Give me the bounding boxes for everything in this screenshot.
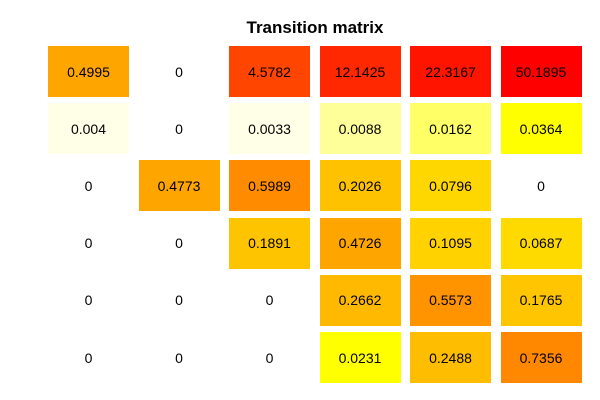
heatmap-cell: 0.0033 <box>229 103 310 155</box>
heatmap-cell: 50.1895 <box>500 46 582 97</box>
heatmap-cell: 0 <box>138 332 220 383</box>
heatmap-cell: 0.1891 <box>229 217 310 269</box>
heatmap-cell: 0.4726 <box>319 217 401 269</box>
heatmap-cell: 0 <box>48 160 129 212</box>
heatmap-cell: 22.3167 <box>410 46 491 97</box>
heatmap-cell: 0.4773 <box>138 160 220 212</box>
heatmap-cell: 12.1425 <box>319 46 401 97</box>
heatmap-cell: 0.0162 <box>410 103 491 155</box>
heatmap-cell: 0.004 <box>48 103 129 155</box>
heatmap-cell: 0.1095 <box>410 217 491 269</box>
chart-title: Transition matrix <box>246 18 384 37</box>
heatmap-cell: 0.7356 <box>500 332 582 383</box>
heatmap-cell: 0 <box>138 103 220 155</box>
heatmap-cell: 0 <box>48 274 129 326</box>
heatmap-cell: 0 <box>138 217 220 269</box>
heatmap-cell: 0.0796 <box>410 160 491 212</box>
heatmap-cell: 4.5782 <box>229 46 310 97</box>
heatmap-cell: 0 <box>48 332 129 383</box>
heatmap-cell: 0 <box>229 332 310 383</box>
heatmap-cell: 0.2662 <box>319 274 401 326</box>
heatmap-cell: 0.0687 <box>500 217 582 269</box>
heatmap-cell: 0.5989 <box>229 160 310 212</box>
heatmap-cell: 0.1765 <box>500 274 582 326</box>
heatmap-cell: 0.5573 <box>410 274 491 326</box>
heatmap-cell: 0.2488 <box>410 332 491 383</box>
heatmap-cell: 0 <box>138 46 220 97</box>
heatmap-cell: 0 <box>229 274 310 326</box>
heatmap-cell: 0.0364 <box>500 103 582 155</box>
heatmap-cell: 0.2026 <box>319 160 401 212</box>
heatmap-cell: 0 <box>500 160 582 212</box>
heatmap-cell: 0.0088 <box>319 103 401 155</box>
heatmap-cell: 0.0231 <box>319 332 401 383</box>
heatmap-cell: 0.4995 <box>48 46 129 97</box>
heatmap-cell: 0 <box>48 217 129 269</box>
heatmap-cell: 0 <box>138 274 220 326</box>
